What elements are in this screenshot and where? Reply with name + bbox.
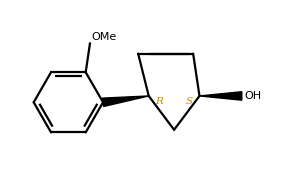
Text: OH: OH <box>245 91 262 101</box>
Polygon shape <box>103 96 149 107</box>
Polygon shape <box>199 92 242 100</box>
Text: R: R <box>155 97 163 106</box>
Text: OMe: OMe <box>92 32 117 42</box>
Text: S: S <box>185 97 192 106</box>
